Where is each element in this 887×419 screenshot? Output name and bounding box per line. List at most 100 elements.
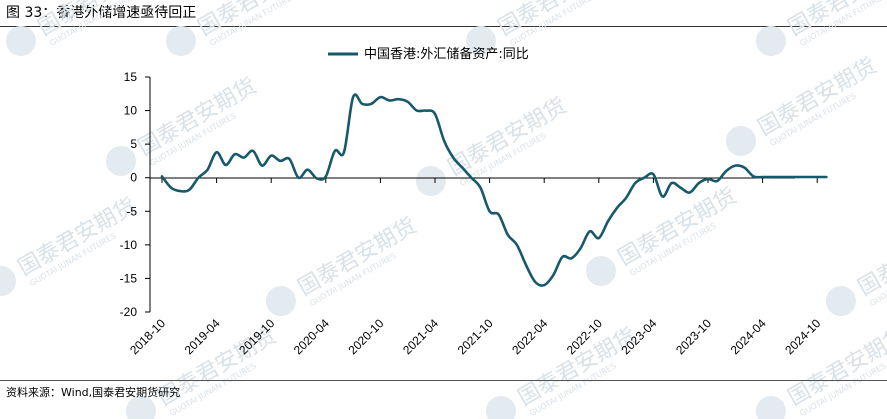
watermark-logo-icon (755, 396, 786, 419)
data-point (634, 182, 636, 184)
data-point (425, 109, 427, 111)
x-tick-label: 2022-04 (509, 316, 550, 357)
data-point (343, 151, 345, 153)
watermark-logo-icon (585, 256, 616, 286)
x-tick-label: 2019-04 (182, 316, 223, 357)
watermark-logo-icon (415, 166, 446, 196)
x-tick-label: 2024-04 (728, 316, 769, 357)
y-tick-label: -10 (120, 238, 138, 252)
data-point (461, 166, 463, 168)
data-point (661, 195, 663, 197)
data-point (379, 96, 381, 98)
x-tick-label: 2023-10 (673, 316, 714, 357)
data-point (334, 150, 336, 152)
x-tick-label: 2020-04 (291, 316, 332, 357)
data-point (734, 164, 736, 166)
data-point (579, 247, 581, 249)
watermark-logo-icon (755, 26, 786, 56)
data-point (625, 197, 627, 199)
data-point (589, 230, 591, 232)
data-point (388, 99, 390, 101)
data-point (716, 180, 718, 182)
y-tick-label: 15 (124, 70, 138, 84)
watermark-text: 国泰君安期货 (854, 214, 887, 302)
legend: 中国香港:外汇储备资产:同比 (328, 46, 529, 62)
x-tick-label: 2021-04 (400, 316, 441, 357)
data-point (488, 210, 490, 212)
data-point (643, 177, 645, 179)
series-line (160, 93, 828, 287)
data-point (689, 191, 691, 193)
y-tick-labels: 15 10 5 0 -5 -10 -15 -20 (120, 70, 150, 319)
data-point (543, 284, 545, 286)
data-point (161, 175, 163, 177)
x-tick-label: 2024-10 (782, 316, 823, 357)
data-point (780, 176, 782, 178)
watermark-logo-icon (825, 286, 856, 316)
axes (149, 77, 795, 312)
data-point (434, 113, 436, 115)
data-point (325, 175, 327, 177)
x-tick-label: 2018-10 (127, 316, 168, 357)
data-point (252, 150, 254, 152)
data-point (698, 182, 700, 184)
watermark-logo-icon (465, 26, 496, 56)
data-point (807, 176, 809, 178)
y-tick-label: 10 (124, 104, 138, 118)
legend-label: 中国香港:外汇储备资产:同比 (364, 46, 529, 62)
data-point (570, 257, 572, 259)
watermark-logo-icon (265, 286, 296, 316)
x-tick-label: 2020-10 (345, 316, 386, 357)
watermark-logo-icon (725, 126, 756, 156)
y-tick-label: -5 (126, 204, 137, 218)
data-point (397, 98, 399, 100)
data-point (725, 170, 727, 172)
source-note: 资料来源：Wind,国泰君安期货研究 (6, 386, 181, 399)
data-point (771, 176, 773, 178)
data-point (297, 177, 299, 179)
data-point (352, 96, 354, 98)
data-point (225, 164, 227, 166)
data-point (470, 177, 472, 179)
data-point (407, 101, 409, 103)
data-point (761, 176, 763, 178)
data-point (498, 213, 500, 215)
data-point (288, 158, 290, 160)
data-point (443, 140, 445, 142)
data-point (598, 237, 600, 239)
data-point (652, 173, 654, 175)
data-point (179, 190, 181, 192)
data-point (361, 103, 363, 105)
watermark-text: 国泰君安期货 (134, 74, 261, 162)
watermark-logo-icon (485, 396, 516, 419)
data-point (743, 166, 745, 168)
watermark-text: 国泰君安期货 (614, 184, 741, 272)
data-point (825, 176, 827, 178)
data-point (798, 176, 800, 178)
bottom-rule (0, 380, 887, 381)
y-tick-label: -20 (120, 305, 138, 319)
data-point (680, 187, 682, 189)
data-point (261, 164, 263, 166)
data-point (507, 234, 509, 236)
watermark-text: 国泰君安期货 (294, 214, 421, 302)
data-point (552, 274, 554, 276)
y-tick-label: 0 (130, 171, 137, 185)
data-point (479, 187, 481, 189)
data-point (534, 281, 536, 283)
data-point (170, 187, 172, 189)
data-point (789, 176, 791, 178)
watermark-logo-icon (165, 26, 196, 56)
watermark-logo-icon (0, 266, 16, 296)
top-rule (0, 26, 887, 27)
data-point (452, 156, 454, 158)
data-point (816, 176, 818, 178)
